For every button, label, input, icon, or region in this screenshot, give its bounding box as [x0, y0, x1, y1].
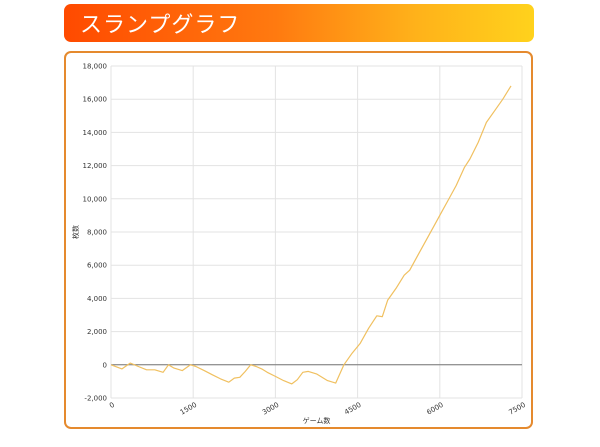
- x-axis-title: ゲーム数: [303, 416, 331, 425]
- page-title: スランプグラフ: [80, 13, 241, 38]
- x-tick-label: 0: [108, 401, 116, 410]
- slump-chart: -2,00002,0004,0006,0008,00010,00012,0001…: [71, 63, 527, 426]
- y-tick-label: 10,000: [83, 195, 108, 203]
- y-axis-title: 枚数: [71, 225, 80, 239]
- x-tick-label: 7500: [508, 401, 527, 417]
- x-axis-ticks: 0 1500 3000 4500 6000 7500: [108, 401, 527, 417]
- y-tick-label: 2,000: [87, 328, 107, 336]
- y-axis-ticks: -2,000 0 2,000 4,000 6,000 8,000 10,000 12,000 1…: [83, 63, 108, 403]
- y-tick-label: 4,000: [87, 295, 107, 303]
- y-tick-label: 16,000: [83, 96, 108, 104]
- y-tick-label: 14,000: [83, 129, 108, 137]
- y-tick-label: 6,000: [87, 262, 107, 270]
- y-tick-label: 0: [103, 361, 107, 369]
- series-line: [110, 85, 512, 385]
- x-tick-label: 3000: [261, 401, 280, 417]
- chart-grid: [110, 65, 523, 399]
- title-banner: スランプグラフ: [64, 4, 534, 42]
- x-tick-label: 1500: [179, 401, 198, 417]
- x-tick-label: 4500: [343, 401, 362, 417]
- y-tick-label: 18,000: [83, 63, 108, 71]
- x-tick-label: 6000: [425, 401, 444, 417]
- y-tick-label: -2,000: [84, 395, 107, 403]
- y-tick-label: 12,000: [83, 162, 108, 170]
- chart-panel: -2,000 0 2,000 4,000 6,000 8,000 10,000 12,000 1…: [64, 51, 533, 429]
- y-tick-label: 8,000: [87, 229, 107, 237]
